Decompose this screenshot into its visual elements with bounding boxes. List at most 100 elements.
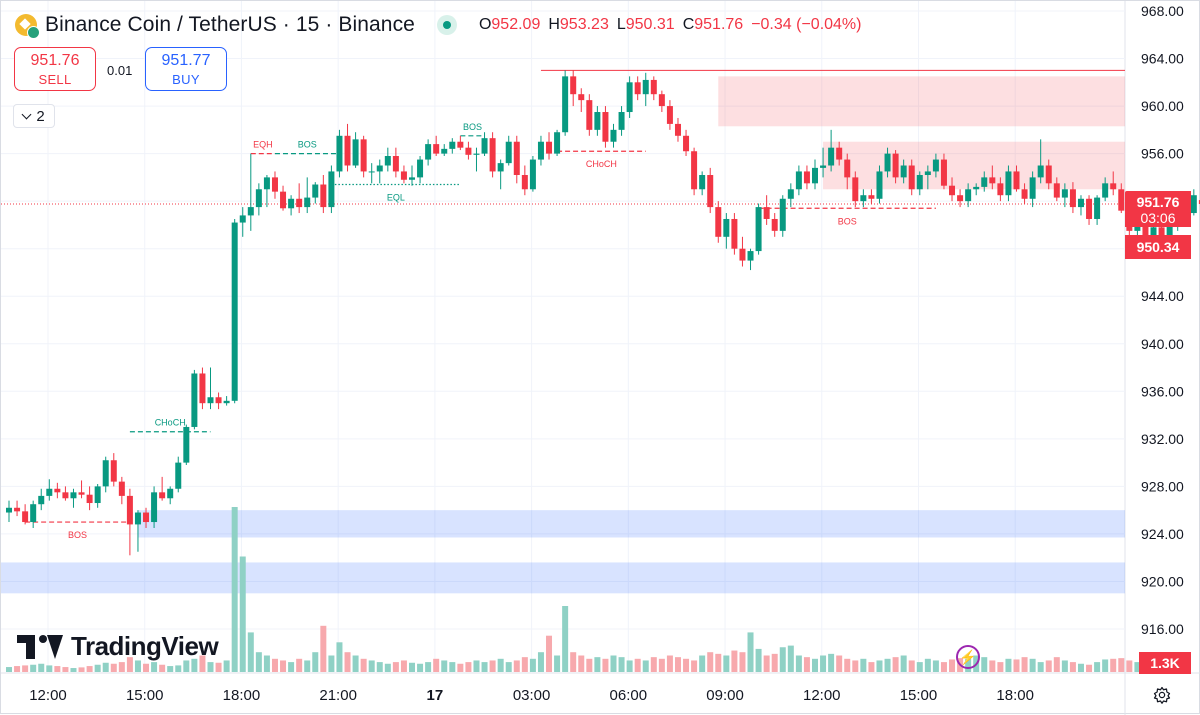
candle-body [699,175,706,190]
volume-bar [191,658,198,672]
sell-price: 951.76 [30,52,80,69]
market-open-icon[interactable] [436,15,457,35]
candle-body [304,197,311,208]
volume-bar [271,658,278,672]
candle-body [674,123,681,136]
candle-body [973,186,980,190]
ohlc-low: L950.31 [616,16,675,33]
volume-bar [1110,658,1117,672]
candle-body [239,215,246,223]
volume-bar [795,655,802,672]
volume-bar [14,666,21,672]
volume-bar [175,665,182,672]
gear-icon[interactable] [1153,686,1171,704]
candle-body [167,488,174,499]
candle-body [417,159,424,178]
candle-body [739,248,746,261]
buy-price: 951.77 [161,52,211,69]
volume-bar [723,655,730,672]
volume-bar [360,658,367,672]
candle-body [223,400,230,404]
candle-body [562,76,569,133]
volume-bar [465,662,472,672]
spread-value: 0.01 [107,63,133,78]
ohlc-legend: O952.09 H953.23 L950.31 C951.76 −0.34 (−… [479,16,862,34]
volume-bar [812,658,818,672]
y-tick-label: 956.00 [1141,146,1184,162]
candle-body [949,185,956,196]
candle-body [981,177,988,187]
structure-label: EQH [253,140,273,150]
y-tick-label: 936.00 [1141,383,1184,399]
candle-body [255,189,262,208]
bnb-coin-icon [15,14,40,39]
candle-body [1037,165,1044,178]
candle-body [529,159,536,190]
candle-body [118,481,125,496]
flash-icon[interactable]: ⚡ [956,645,980,669]
candle-body [1005,171,1012,196]
x-tick-label: 21:00 [319,687,357,704]
volume-bar [344,652,351,672]
volume-bar [151,662,158,672]
volume-bar [715,653,722,672]
tradingview-logo[interactable]: TradingView [17,631,219,662]
bar-countdown: 03:06 [1140,210,1176,226]
volume-bar [1029,658,1036,672]
candle-body [1198,200,1200,205]
volume-bar [779,647,786,672]
y-tick-label: 968.00 [1141,3,1184,19]
x-tick-label: 09:00 [706,687,744,704]
volume-bar [497,658,504,672]
structure-label: CHoCH [155,418,186,428]
sell-button[interactable]: 951.76 SELL [14,47,96,91]
y-tick-label: 960.00 [1141,98,1184,114]
candle-body [924,171,931,176]
volume-bar [86,666,93,672]
candle-body [473,153,480,155]
indicators-toggle-button[interactable]: 2 [13,104,55,128]
candle-body [441,148,448,154]
symbol-title[interactable]: Binance Coin / TetherUS · 15 · Binance [45,13,415,36]
candle-body [1045,165,1052,184]
volume-bar [54,666,61,672]
candle-body [1077,198,1084,208]
volume-bar [916,662,923,672]
sell-label: SELL [38,72,72,87]
volume-bar [6,667,12,672]
volume-bar [997,662,1004,672]
volume-bar [22,665,29,672]
candle-body [360,139,367,172]
volume-bar [207,662,214,672]
buy-button[interactable]: 951.77 BUY [145,47,227,91]
candle-body [159,492,166,499]
volume-bar [683,658,690,672]
volume-bar [304,660,311,672]
y-tick-label: 928.00 [1141,478,1184,494]
candle-body [658,94,665,107]
candle-body [957,195,964,202]
candle-body [1021,189,1028,199]
candle-body [489,138,496,172]
candle-body [989,177,996,184]
candle-body [1118,189,1125,211]
candle-body [328,171,335,208]
volume-bar [1086,664,1093,672]
candle-body [513,141,520,176]
candle-body [143,512,150,523]
volume-bar [529,658,536,672]
candle-body [409,177,415,180]
volume-bar [449,662,456,672]
volume-bar [562,606,569,672]
candle-body [151,492,158,523]
candle-body [537,141,544,160]
candle-body [546,141,553,154]
candle-body [86,494,93,504]
volume-bar [981,657,988,672]
candle-body [505,141,512,164]
candle-body [1086,198,1093,219]
volume-bar [707,652,714,672]
volume-bar [602,658,609,672]
volume-bar [1021,657,1028,672]
